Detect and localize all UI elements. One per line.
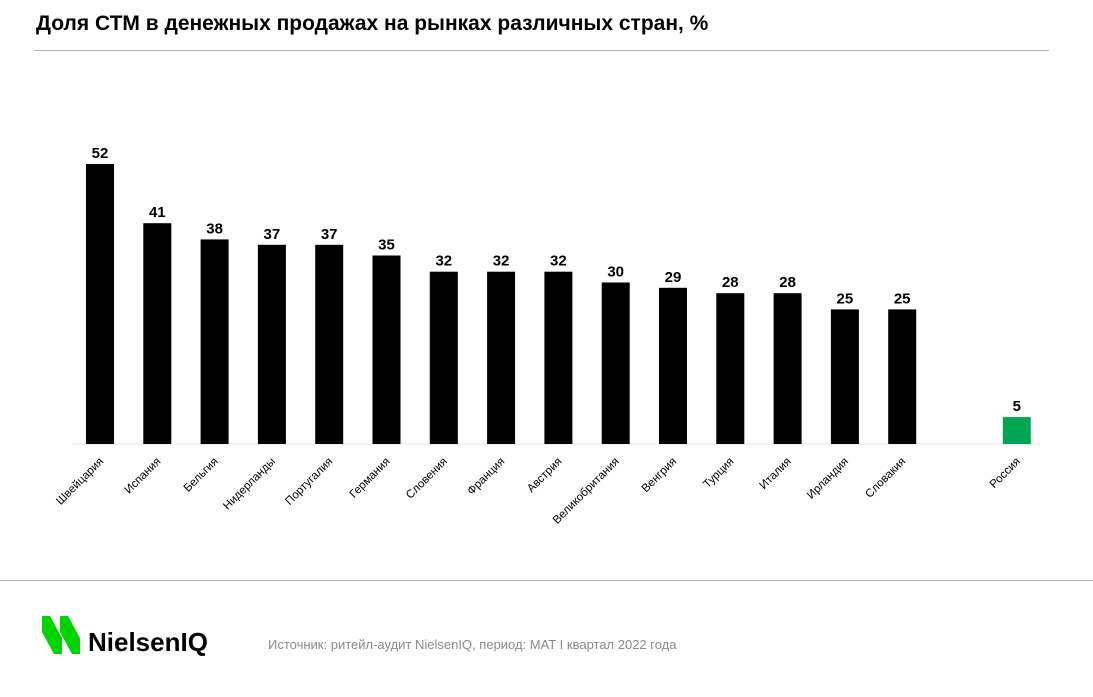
value-label-15: 25	[894, 290, 911, 307]
tick-label-5: Португалия	[283, 456, 335, 508]
bar-12	[716, 293, 745, 444]
bar-7	[429, 271, 458, 444]
value-labels-group: 52 41 38 37 37 35 32 32 32 30 29 28 28 25 25 5	[92, 145, 1021, 415]
value-label-8: 32	[493, 253, 510, 270]
value-label-1: 52	[92, 145, 109, 162]
value-label-16: 5	[1013, 398, 1021, 415]
bar-8	[487, 271, 516, 444]
nielseniq-logo-icon	[42, 616, 80, 654]
tick-label-7: Словения	[404, 456, 450, 502]
tick-label-2: Испания	[123, 456, 164, 497]
bar-13	[773, 293, 802, 444]
value-label-7: 32	[435, 253, 452, 270]
bar-3	[200, 239, 229, 444]
bars-group	[86, 164, 1031, 444]
bar-5	[315, 244, 344, 444]
tick-label-14: Ирландия	[805, 456, 851, 502]
tick-label-8: Франция	[465, 456, 507, 498]
tick-label-16: Россия	[988, 456, 1023, 491]
bar-6	[372, 255, 401, 444]
value-label-2: 41	[149, 204, 166, 221]
bar-9	[544, 271, 573, 444]
tick-label-6: Германия	[348, 456, 393, 501]
value-label-5: 37	[321, 226, 338, 243]
value-label-4: 37	[264, 226, 281, 243]
value-label-10: 30	[607, 264, 624, 281]
footer-divider	[0, 580, 1093, 581]
bar-4	[257, 244, 286, 444]
value-label-9: 32	[550, 253, 567, 270]
value-label-12: 28	[722, 274, 739, 291]
bar-11	[659, 287, 687, 444]
bar-14	[830, 309, 859, 444]
tick-label-1: Швейцария	[54, 456, 106, 508]
value-label-6: 35	[378, 237, 395, 254]
value-label-11: 29	[665, 269, 682, 286]
value-label-14: 25	[837, 290, 854, 307]
value-label-13: 28	[779, 274, 796, 291]
value-label-3: 38	[206, 220, 223, 237]
bar-10	[601, 282, 630, 444]
tick-label-3: Бельгия	[182, 456, 221, 495]
bar-16	[1002, 417, 1031, 444]
bar-2	[143, 223, 172, 444]
tick-label-9: Австрия	[525, 456, 564, 495]
bar-15	[888, 309, 917, 444]
chart-title: Доля СТМ в денежных продажах на рынках р…	[36, 12, 709, 35]
tick-label-13: Италия	[758, 456, 794, 492]
tick-label-4: Нидерланды	[221, 456, 278, 513]
tick-label-12: Турция	[701, 456, 736, 491]
tick-label-15: Словакия	[863, 456, 908, 501]
bar-1	[86, 164, 114, 444]
title-divider	[34, 50, 1049, 51]
tick-labels-group: Швейцария Испания Бельгия Нидерланды Португа…	[54, 456, 1023, 527]
logo-wordmark: NielsenIQ	[88, 627, 208, 657]
bar-chart: 52 41 38 37 37 35 32 32 32 30 29 28 28 25 25 5 Швейцари…	[54, 145, 1040, 527]
tick-label-11: Венгрия	[640, 456, 679, 495]
nielseniq-logo: NielsenIQ	[40, 614, 240, 664]
source-note: Источник: ритейл-аудит NielsenIQ, период…	[268, 637, 677, 652]
